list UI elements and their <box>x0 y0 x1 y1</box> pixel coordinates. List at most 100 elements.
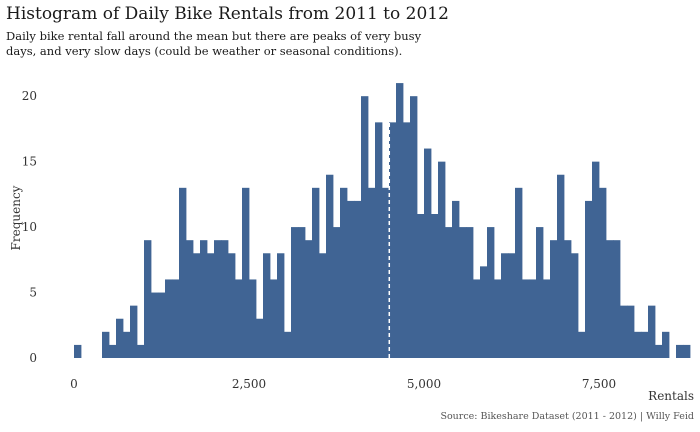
histogram-bar <box>410 96 418 359</box>
histogram-bar <box>655 344 663 358</box>
histogram-bar <box>494 279 502 358</box>
y-tick-label: 0 <box>29 351 37 365</box>
histogram-bar <box>571 253 579 358</box>
histogram-bar <box>340 187 348 358</box>
y-axis-label: Frequency <box>9 185 23 250</box>
x-tick-label: 2,500 <box>232 377 266 391</box>
histogram-bar <box>648 305 656 358</box>
histogram-bar <box>221 240 229 358</box>
histogram-bar <box>277 253 285 358</box>
histogram-bar <box>333 227 341 358</box>
x-axis-ticks: 0 2,500 5,000 7,500 <box>70 377 616 391</box>
histogram-bar <box>396 83 404 358</box>
histogram-bar <box>438 161 446 358</box>
histogram-bar <box>109 344 117 358</box>
histogram-bar <box>613 240 621 358</box>
x-tick-label: 7,500 <box>582 377 616 391</box>
histogram-bar <box>214 240 222 358</box>
histogram-bar <box>620 305 628 358</box>
histogram-bar <box>179 187 187 358</box>
histogram-bar <box>599 187 607 358</box>
chart-title: Histogram of Daily Bike Rentals from 201… <box>6 4 449 24</box>
histogram-bar <box>347 200 355 358</box>
histogram-bar <box>354 200 362 358</box>
histogram-bar <box>263 253 271 358</box>
histogram-bar <box>193 253 201 358</box>
histogram-bar <box>606 240 614 358</box>
histogram-bar <box>578 331 586 358</box>
histogram-bar <box>431 214 439 358</box>
chart-subtitle: Daily bike rental fall around the mean b… <box>6 29 422 58</box>
histogram-bar <box>641 331 649 358</box>
y-tick-label: 5 <box>29 286 37 300</box>
histogram-bars <box>74 83 691 359</box>
y-tick-label: 15 <box>22 155 37 169</box>
histogram-bar <box>375 122 383 358</box>
histogram-bar <box>543 279 551 358</box>
histogram-bar <box>585 200 593 358</box>
histogram-bar <box>319 253 327 358</box>
histogram-bar <box>151 292 159 358</box>
histogram-bar <box>557 174 565 358</box>
histogram-bar <box>529 279 537 358</box>
y-tick-label: 10 <box>22 220 37 234</box>
histogram-bar <box>676 344 684 358</box>
x-tick-label: 5,000 <box>407 377 441 391</box>
histogram-bar <box>473 279 481 358</box>
histogram-bar <box>74 344 82 358</box>
histogram-bar <box>291 227 299 358</box>
histogram-bar <box>459 227 467 358</box>
histogram-bar <box>165 279 173 358</box>
histogram-bar <box>130 305 138 358</box>
histogram-bar <box>683 344 691 358</box>
histogram-bar <box>284 331 292 358</box>
histogram-bar <box>123 331 131 358</box>
histogram-bar <box>487 227 495 358</box>
source-caption: Source: Bikeshare Dataset (2011 - 2012) … <box>440 411 694 422</box>
histogram-bar <box>158 292 166 358</box>
histogram-bar <box>326 174 334 358</box>
histogram-bar <box>172 279 180 358</box>
histogram-bar <box>249 279 257 358</box>
histogram-bar <box>144 240 152 358</box>
histogram-bar <box>389 122 397 358</box>
histogram-bar <box>662 331 670 358</box>
histogram-bar <box>116 318 124 358</box>
histogram-bar <box>480 266 488 358</box>
histogram-bar <box>312 187 320 358</box>
histogram-bar <box>592 161 600 358</box>
histogram-bar <box>207 253 215 358</box>
histogram-bar <box>452 200 460 358</box>
histogram-bar <box>403 122 411 358</box>
histogram-bar <box>382 187 390 358</box>
histogram-bar <box>417 214 425 358</box>
histogram-bar <box>256 318 264 358</box>
histogram-bar <box>137 344 145 358</box>
x-axis-label: Rentals <box>648 389 694 403</box>
histogram-bar <box>298 227 306 358</box>
histogram-bar <box>186 240 194 358</box>
histogram-bar <box>501 253 509 358</box>
y-tick-label: 20 <box>22 89 37 103</box>
histogram-bar <box>361 96 369 359</box>
histogram-bar <box>634 331 642 358</box>
histogram-bar <box>235 279 243 358</box>
histogram-bar <box>627 305 635 358</box>
histogram-bar <box>515 187 523 358</box>
histogram-bar <box>564 240 572 358</box>
histogram-bar <box>368 187 376 358</box>
histogram-bar <box>536 227 544 358</box>
histogram-bar <box>508 253 516 358</box>
histogram-bar <box>270 279 278 358</box>
histogram-bar <box>550 240 558 358</box>
histogram-bar <box>102 331 110 358</box>
histogram-bar <box>228 253 236 358</box>
histogram-bar <box>445 227 453 358</box>
histogram-bar <box>522 279 530 358</box>
histogram-bar <box>242 187 250 358</box>
histogram-bar <box>466 227 474 358</box>
histogram-bar <box>305 240 313 358</box>
histogram-bar <box>424 148 432 358</box>
y-axis-ticks: 0 5 10 15 20 <box>22 89 37 365</box>
